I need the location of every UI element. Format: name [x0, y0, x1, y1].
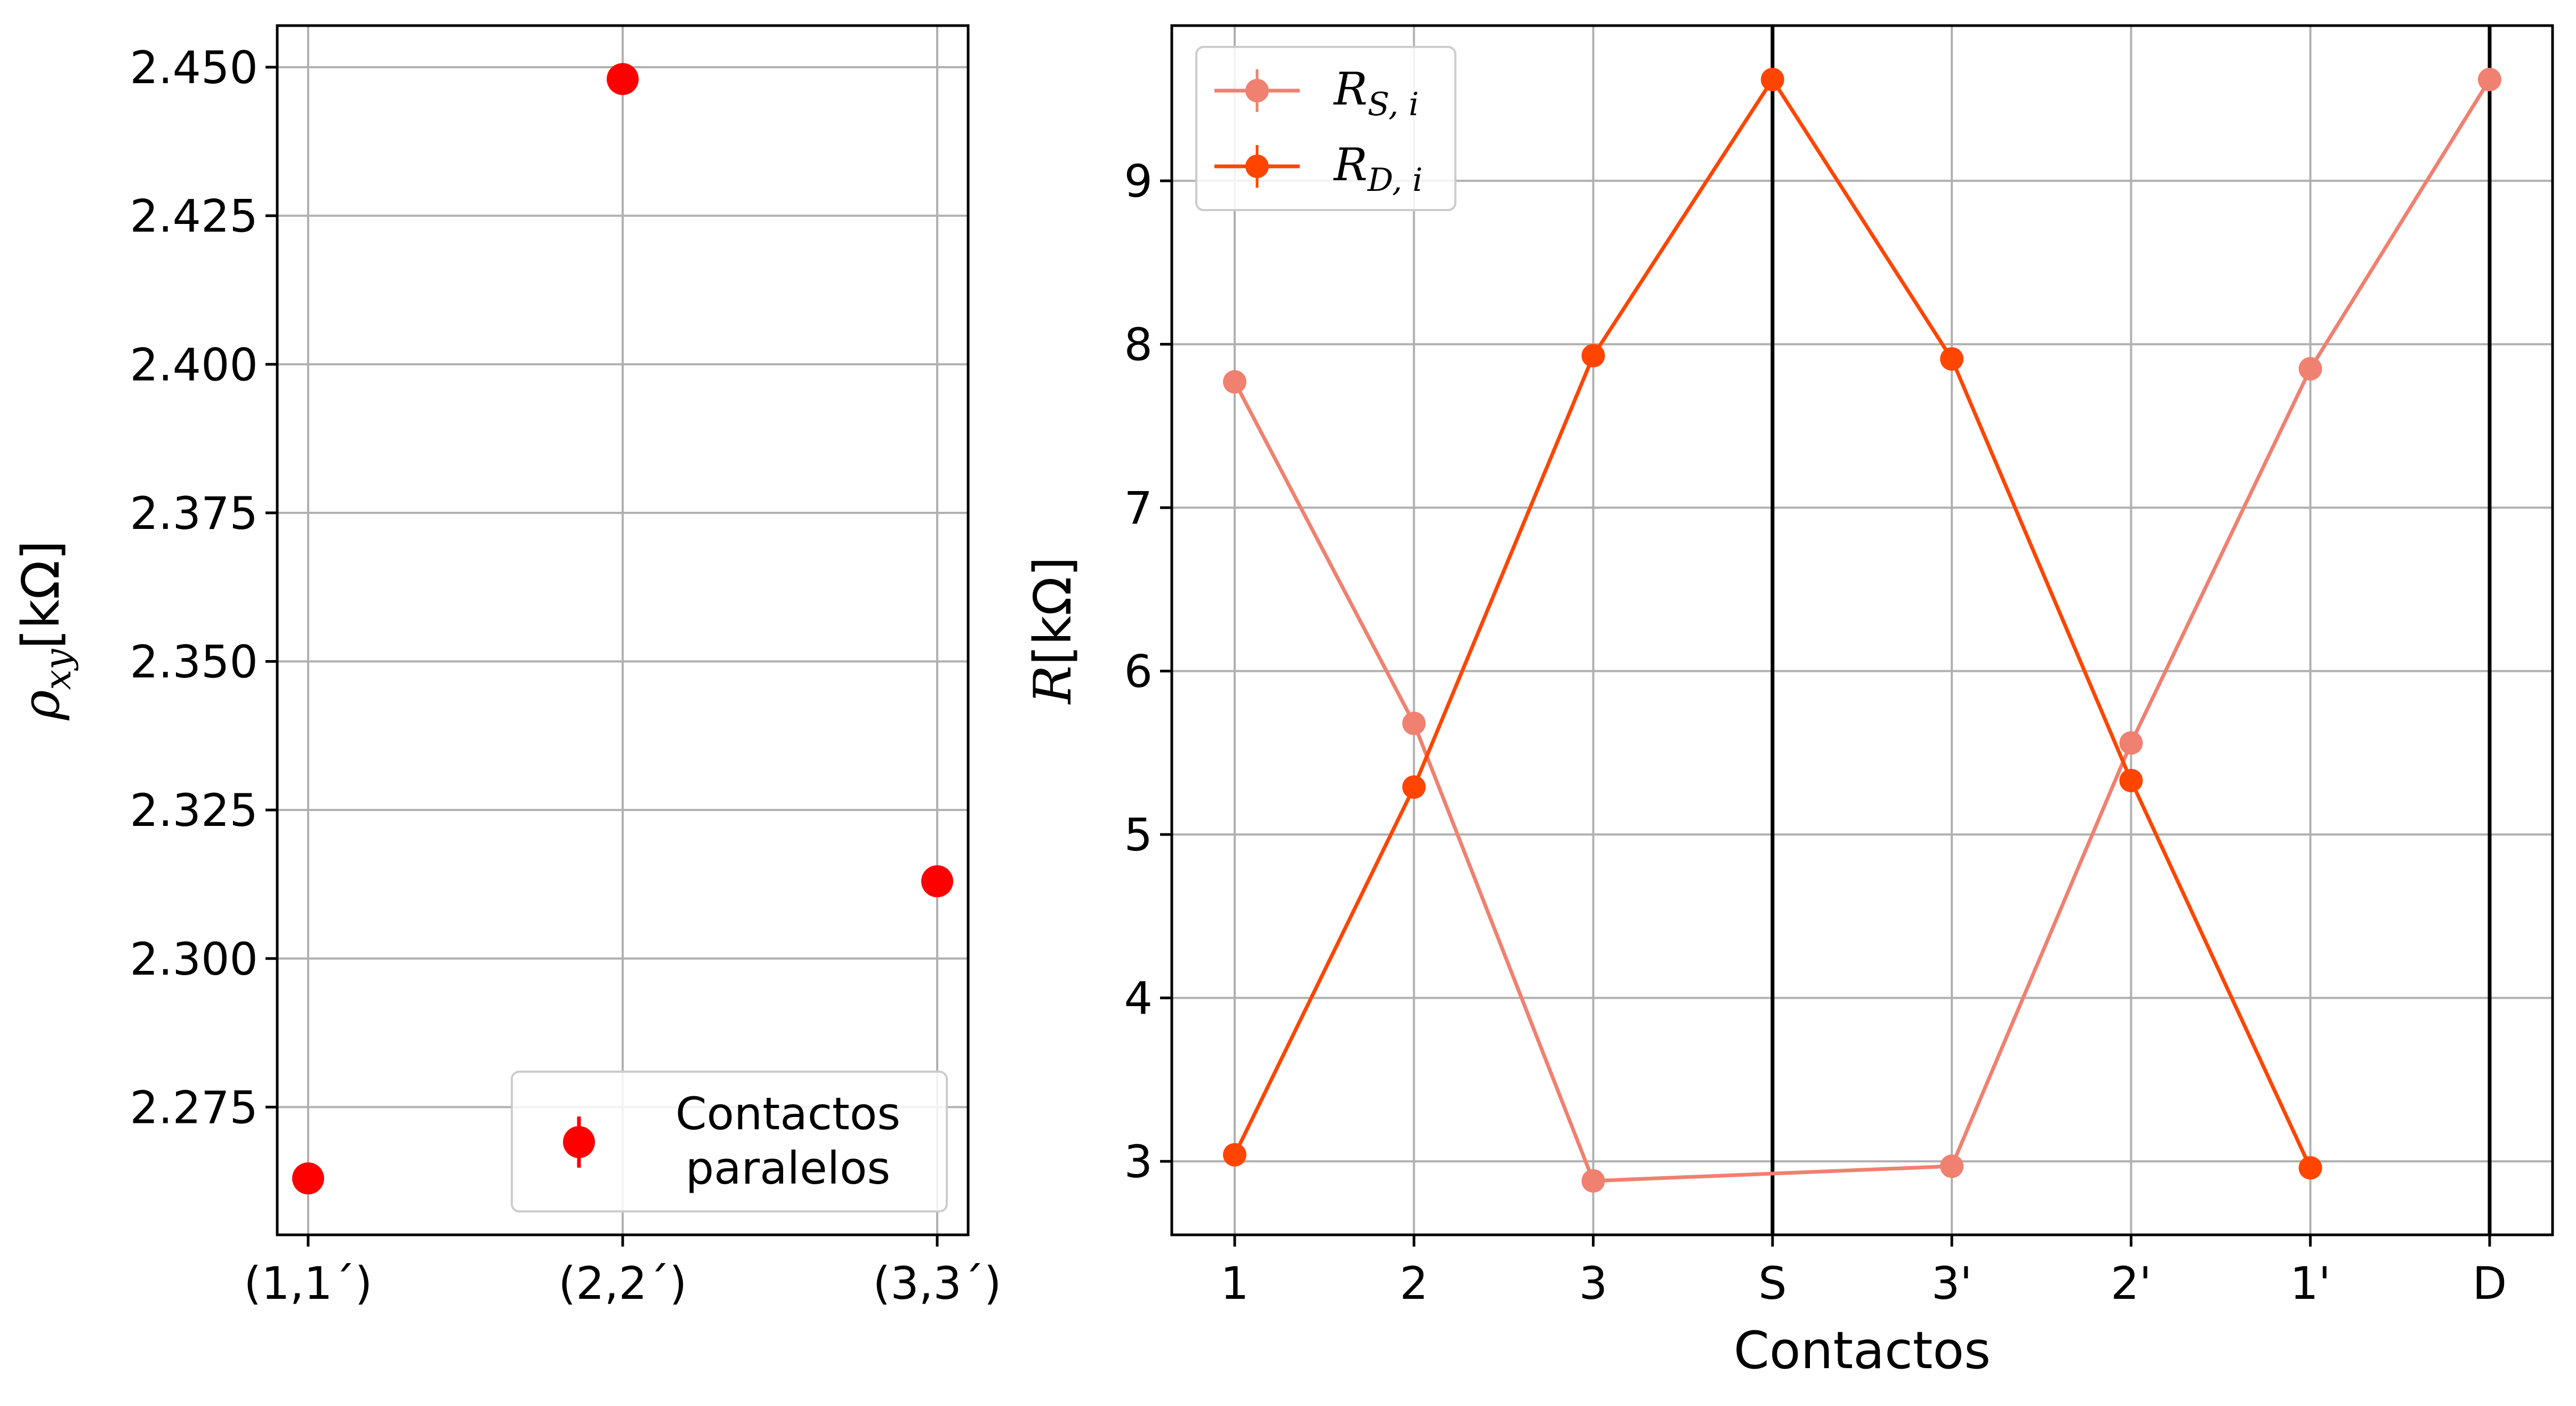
- series-point: [1581, 1169, 1605, 1193]
- left-y-tick-label: 2.300: [130, 933, 258, 985]
- series-point: [1402, 711, 1426, 735]
- right-x-tick-label: 2': [2111, 1257, 2152, 1309]
- left-chart: 2.275 2.300 2.325 2.350 2.375 2.400 2.425 2.450…: [11, 24, 1002, 1309]
- right-x-tick-label: 1: [1220, 1257, 1249, 1309]
- left-legend-box: [511, 1071, 948, 1212]
- series-point: [1581, 344, 1605, 368]
- right-y-tick-label: 4: [1124, 973, 1153, 1025]
- left-y-tick-label: 2.425: [130, 190, 258, 243]
- right-y-tick-label: 6: [1124, 646, 1153, 698]
- left-y-axis-label: ρxy[kΩ]: [11, 540, 79, 720]
- left-y-tick-label: 2.450: [130, 42, 258, 94]
- left-y-tick-label: 2.325: [130, 784, 258, 837]
- legend-label-rs: RS, i: [1333, 63, 1419, 123]
- right-x-tick-label: D: [2473, 1257, 2507, 1309]
- legend-entry-rd: RD, i: [1214, 139, 1423, 199]
- left-y-tick-label: 2.375: [130, 487, 258, 540]
- legend-marker-rs: [1245, 79, 1269, 102]
- series-point: [2119, 731, 2143, 755]
- left-y-tick-label: 2.400: [130, 339, 258, 391]
- right-x-tick-label: 1': [2290, 1257, 2331, 1309]
- left-ticks: 2.275 2.300 2.325 2.350 2.375 2.400 2.425 2.450…: [130, 42, 1002, 1309]
- legend-entry-rs: RS, i: [1214, 63, 1419, 123]
- series-line: [1233, 78, 2491, 1183]
- left-data-point: [607, 63, 639, 95]
- right-y-tick-label: 7: [1124, 482, 1153, 534]
- right-grid: [1172, 26, 2553, 1235]
- left-data-points: [292, 63, 953, 1195]
- series-point: [1223, 1143, 1246, 1167]
- right-x-axis-label: Contactos: [1734, 1321, 1991, 1380]
- left-x-tick-label: (1,1´): [244, 1257, 372, 1309]
- right-y-axis-label: R[kΩ]: [1023, 557, 1083, 705]
- series-point: [1940, 347, 1964, 371]
- right-x-tick-label: 3': [1931, 1257, 1973, 1309]
- legend-marker-rd: [1245, 155, 1269, 178]
- left-x-tick-label: (2,2´): [558, 1257, 687, 1309]
- right-x-tick-label: S: [1758, 1257, 1786, 1309]
- series-rs: [1223, 68, 2501, 1193]
- right-y-tick-label: 3: [1124, 1136, 1153, 1188]
- series-point: [2298, 357, 2322, 381]
- left-x-tick-label: (3,3´): [873, 1257, 1001, 1309]
- left-y-tick-label: 2.275: [130, 1081, 258, 1134]
- right-x-tick-label: 3: [1579, 1257, 1607, 1309]
- left-y-tick-label: 2.350: [130, 636, 258, 688]
- right-legend: RS, i RD, i: [1195, 46, 1456, 211]
- left-legend-marker: [563, 1126, 595, 1158]
- left-grid: [277, 26, 968, 1235]
- series-point: [2298, 1156, 2322, 1180]
- right-y-tick-label: 8: [1124, 319, 1153, 371]
- left-legend-label-line1: Contactos: [675, 1088, 900, 1140]
- left-axes-frame: [276, 24, 970, 1236]
- left-data-point: [921, 865, 953, 897]
- series-rd: [1223, 68, 2322, 1180]
- series-point: [1940, 1154, 1964, 1178]
- legend-label-rd: RD, i: [1333, 139, 1423, 199]
- left-data-point: [292, 1162, 324, 1195]
- series-point: [2119, 768, 2143, 792]
- right-ticks: 3 4 5 6 7 8 9 1 2 3 S 3' 2' 1' D: [1124, 155, 2507, 1309]
- series-point: [1223, 370, 1246, 394]
- series-point: [1760, 68, 1784, 92]
- left-legend: Contactos paralelos: [511, 1071, 948, 1212]
- right-y-tick-label: 5: [1124, 809, 1153, 861]
- left-legend-label-line2: paralelos: [686, 1142, 890, 1194]
- right-chart: 3 4 5 6 7 8 9 1 2 3 S 3' 2' 1' D R[kΩ] Contactos RS, i…: [1023, 24, 2554, 1380]
- right-vertical-lines: [1770, 26, 2492, 1235]
- series-point: [2478, 68, 2501, 92]
- series-point: [1402, 775, 1426, 799]
- right-y-tick-label: 9: [1124, 155, 1153, 207]
- right-x-tick-label: 2: [1400, 1257, 1428, 1309]
- right-series: [1223, 68, 2501, 1193]
- right-axes-frame: [1170, 24, 2554, 1236]
